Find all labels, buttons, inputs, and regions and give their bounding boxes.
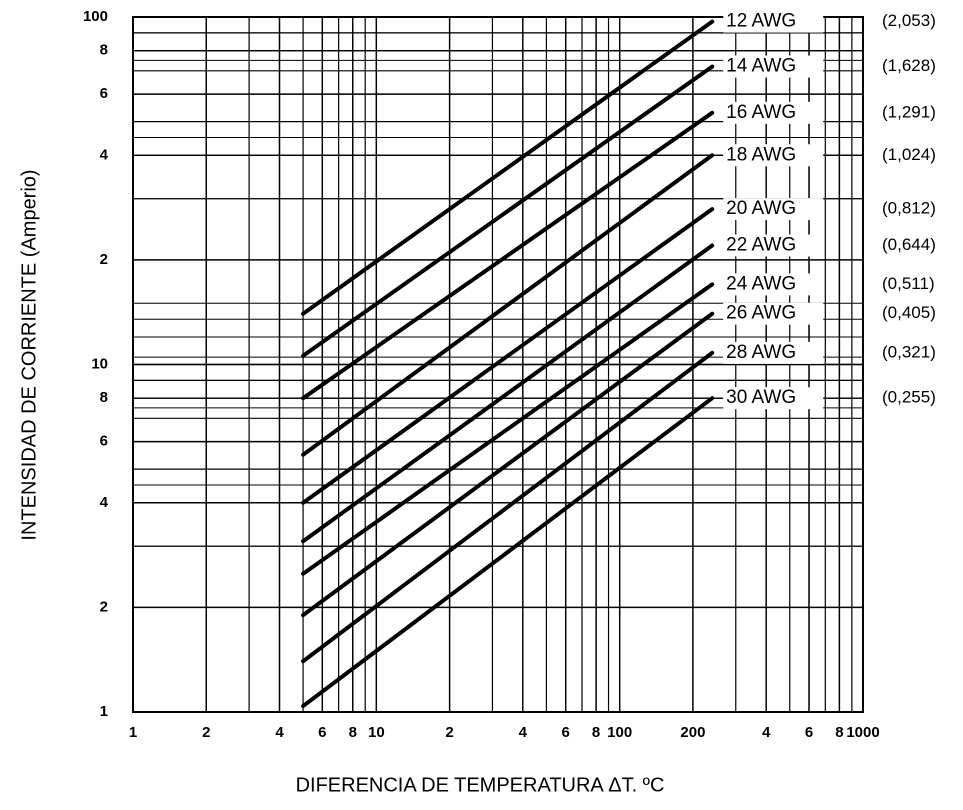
label-background: [723, 234, 824, 257]
x-tick-label: 6: [805, 724, 813, 741]
series-line: [301, 350, 715, 664]
x-tick-label: 1000: [846, 724, 879, 741]
x-tick-label: 2: [445, 724, 453, 741]
series-line: [301, 207, 715, 505]
x-tick-label: 4: [275, 724, 284, 741]
y-tick-label: 6: [100, 85, 108, 102]
y-tick-label: 10: [91, 355, 108, 372]
series-annotation: (2,053): [882, 11, 936, 30]
series-annotation: (1,024): [882, 145, 936, 164]
label-background: [723, 144, 824, 167]
y-tick-label: 6: [100, 433, 108, 450]
series-line: [301, 243, 715, 544]
series-label: 20 AWG: [726, 198, 796, 219]
series-label: 28 AWG: [726, 342, 796, 363]
label-background: [723, 341, 824, 364]
series-annotation: (0,405): [882, 303, 936, 322]
y-axis-title: INTENSIDAD DE CORRIENTE (Amperio): [18, 169, 40, 540]
label-background: [723, 55, 824, 78]
series-annotation: (0,511): [882, 274, 935, 293]
y-tick-label: 2: [100, 598, 108, 615]
series-annotation: (0,644): [882, 235, 936, 254]
series-label: 12 AWG: [726, 11, 796, 32]
x-tick-label: 4: [519, 724, 528, 741]
series-label: 30 AWG: [726, 387, 796, 408]
y-tick-label: 8: [100, 42, 108, 59]
x-tick-label: 8: [592, 724, 600, 741]
series-line: [301, 282, 715, 576]
series-annotation: (1,628): [882, 56, 936, 75]
series-line: [301, 311, 715, 618]
x-tick-label: 8: [349, 724, 357, 741]
series-label: 26 AWG: [726, 303, 796, 324]
series-line: [301, 153, 715, 457]
y-tick-label: 4: [100, 146, 109, 163]
series-line: [301, 110, 715, 401]
series-annotation: (0,321): [882, 342, 936, 361]
series-label: 24 AWG: [726, 273, 796, 294]
label-background: [723, 387, 824, 410]
y-tick-label: 100: [83, 8, 108, 25]
label-background: [723, 10, 824, 33]
series-line: [301, 396, 715, 709]
x-tick-label: 6: [318, 724, 326, 741]
x-tick-label: 100: [607, 724, 632, 741]
plot-frame: [132, 16, 864, 713]
series-label: 22 AWG: [726, 235, 796, 256]
series-annotation: (1,291): [882, 102, 936, 121]
y-tick-label: 4: [100, 494, 109, 511]
series-label: 16 AWG: [726, 102, 796, 123]
label-background: [723, 198, 824, 221]
series-line: [301, 64, 715, 358]
x-tick-label: 1: [129, 724, 137, 741]
x-tick-label: 6: [562, 724, 570, 741]
label-background: [723, 101, 824, 124]
x-tick-label: 2: [202, 724, 210, 741]
x-axis-title: DIFERENCIA DE TEMPERATURA ΔT. ºC: [296, 774, 665, 796]
series-line: [301, 19, 715, 316]
x-tick-label: 200: [680, 724, 705, 741]
x-tick-label: 10: [368, 724, 385, 741]
series-label: 14 AWG: [726, 56, 796, 77]
lines: [301, 19, 715, 709]
series-label: 18 AWG: [726, 144, 796, 165]
series-annotation: (0,255): [882, 388, 936, 407]
x-tick-label: 4: [762, 724, 771, 741]
y-tick-label: 1: [100, 703, 108, 720]
series-annotation: (0,812): [882, 199, 936, 218]
x-tick-label: 8: [835, 724, 843, 741]
y-tick-label: 2: [100, 251, 108, 268]
y-tick-label: 8: [100, 389, 108, 406]
label-background: [723, 302, 824, 325]
label-background: [723, 273, 824, 296]
